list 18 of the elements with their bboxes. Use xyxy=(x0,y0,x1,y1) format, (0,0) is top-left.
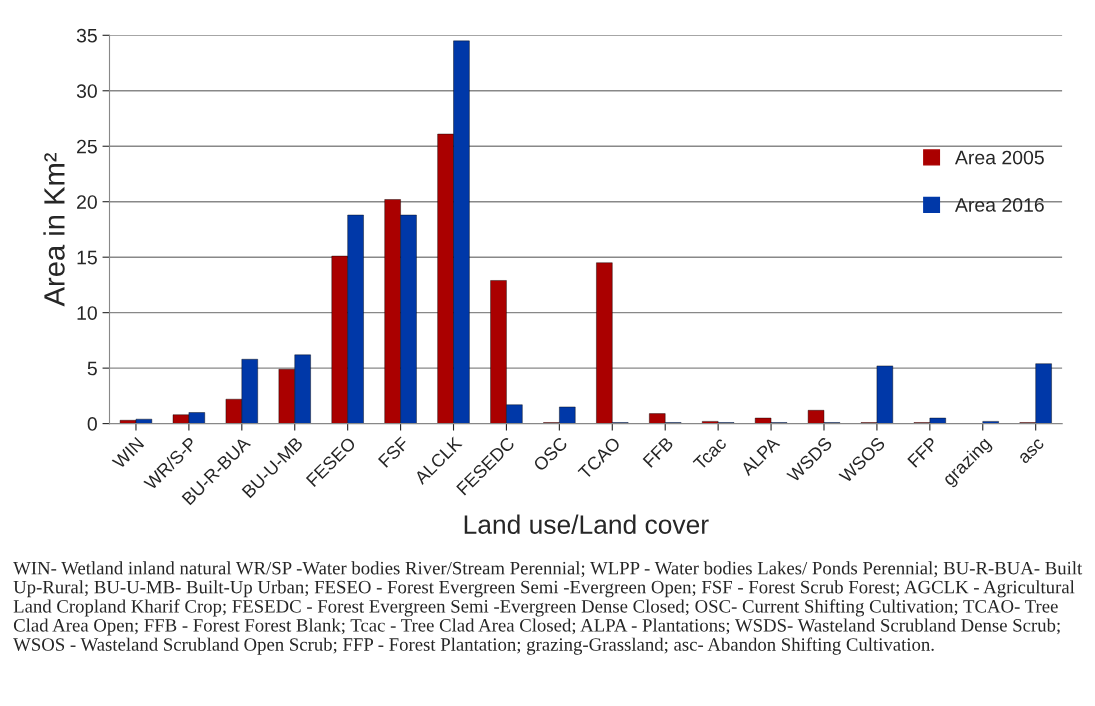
y-tick-label: 20 xyxy=(77,195,97,209)
x-tick-label: WIN xyxy=(111,436,145,470)
x-tick-label: Tcac xyxy=(692,436,728,471)
x-tick-label: asc xyxy=(1018,438,1045,465)
text: WIN- Wetland inland natural WR/SP -Water bodies River/Stream Perennial; WLPP - Water bodies Lakes/ Ponds Perennial; BU-R-BUA- Built Up-Rural; BU-U-MB- Built-Up Urban; FESEO - Forest Evergreen Semi -Evergreen Open; FSF - Forest Scrub Forest; AGCLK - Agricultural Land Cropland Kharif Crop; FESEDC - Forest Evergreen Semi -Evergreen Dense Closed; OSC- Current Shifting Cultivation; TCAO- Tree Clad Area Open; FFB - Forest Forest Blank; Tcac - Tree Clad Area Closed; ALPA - Plantations; WSDS- Wasteland Scrubland Dense Scrub; WSOS - Wasteland Scrubland Open Scrub; FFP - Forest Plantation; grazing-Grassland; asc- Abandon Shifting Cultivation. xyxy=(13,561,1083,655)
y-tick-label: 25 xyxy=(77,139,97,154)
y-tick-label: 5 xyxy=(87,361,97,376)
x-axis-title: Land use/Land cover xyxy=(464,514,709,534)
y-tick-label: 10 xyxy=(77,306,97,320)
y-tick-label: 35 xyxy=(76,28,97,43)
x-tick-label: FFP xyxy=(907,436,939,468)
y-axis-title: Area in Km² xyxy=(43,153,65,307)
y-tick-label: 0 xyxy=(87,417,97,431)
x-tick-label: FFB xyxy=(642,436,674,468)
legend-label: Area 2016 xyxy=(954,198,1044,212)
legend-label: Area 2005 xyxy=(954,150,1044,165)
y-tick-label: 15 xyxy=(77,250,97,265)
y-tick-label: 30 xyxy=(76,84,97,99)
